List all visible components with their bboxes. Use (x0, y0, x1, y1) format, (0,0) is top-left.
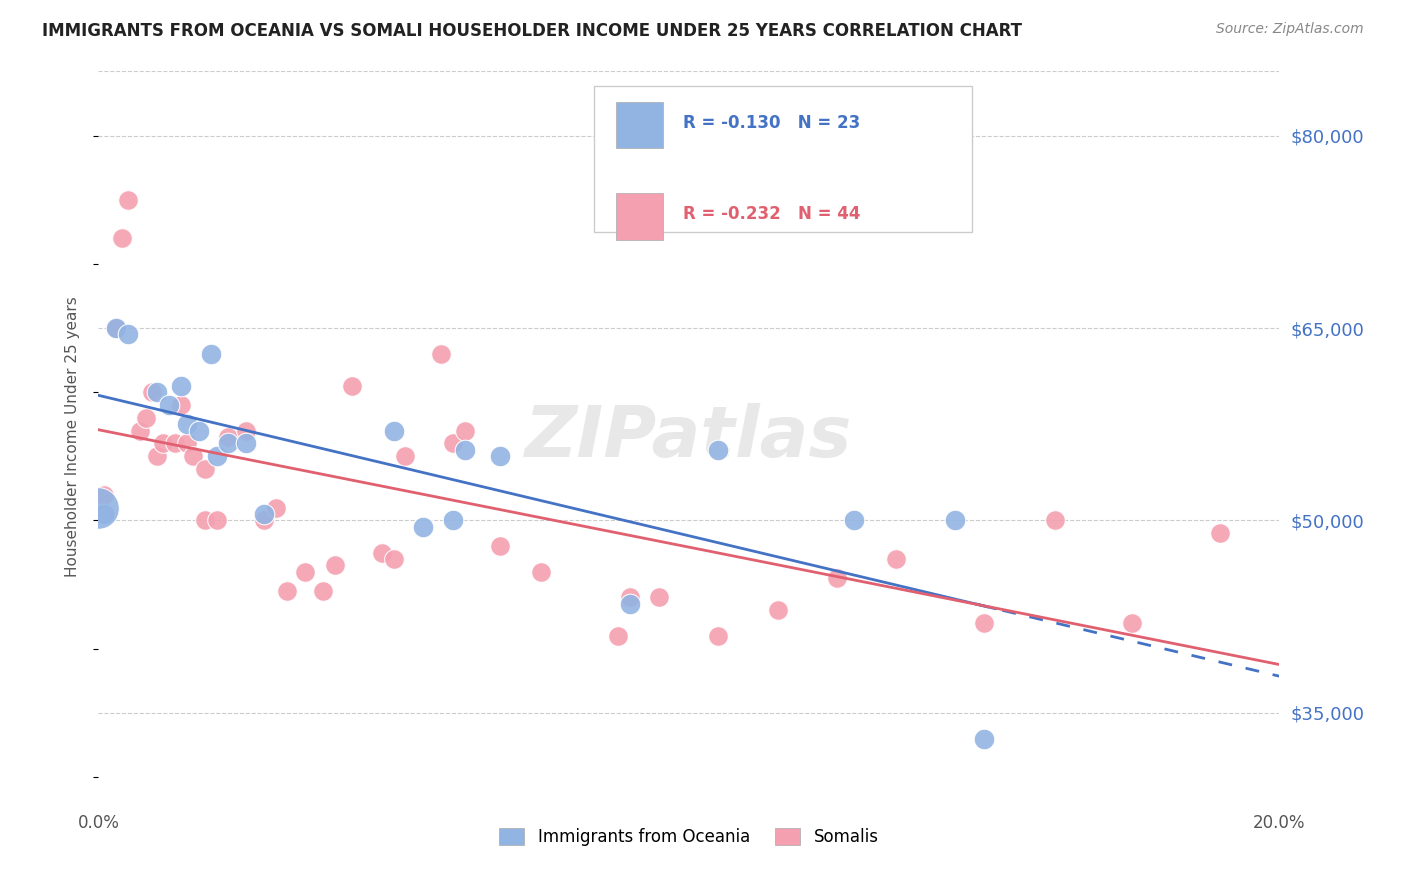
Bar (616, 193, 664, 240)
Point (1121, 616, 1143, 631)
Point (619, 597, 641, 611)
Point (187, 424, 209, 438)
Point (93, 507, 115, 521)
Point (176, 436, 198, 450)
Point (707, 629, 730, 643)
FancyBboxPatch shape (595, 86, 973, 232)
Point (607, 629, 630, 643)
Point (235, 424, 257, 438)
Point (312, 584, 335, 599)
Point (342, 378, 364, 392)
Point (412, 520, 434, 534)
Point (105, 321, 128, 335)
Point (973, 616, 995, 631)
Point (217, 430, 239, 444)
Point (170, 398, 193, 412)
Point (453, 442, 475, 457)
Y-axis label: Householder Income Under 25 years: Householder Income Under 25 years (65, 297, 80, 577)
Point (648, 591, 671, 605)
Point (382, 552, 405, 566)
Point (253, 514, 276, 528)
Point (430, 346, 453, 360)
Point (884, 552, 907, 566)
Point (157, 398, 180, 412)
Point (441, 514, 464, 528)
Point (176, 417, 198, 432)
Text: Source: ZipAtlas.com: Source: ZipAtlas.com (1216, 22, 1364, 37)
Point (489, 450, 512, 464)
Point (1209, 526, 1232, 541)
Legend: Immigrants from Oceania, Somalis: Immigrants from Oceania, Somalis (494, 822, 884, 853)
Point (128, 424, 150, 438)
Point (382, 424, 405, 438)
Point (165, 436, 187, 450)
Point (323, 558, 346, 573)
Point (943, 514, 966, 528)
Text: IMMIGRANTS FROM OCEANIA VS SOMALI HOUSEHOLDER INCOME UNDER 25 YEARS CORRELATION : IMMIGRANTS FROM OCEANIA VS SOMALI HOUSEH… (42, 22, 1022, 40)
Point (170, 378, 193, 392)
Point (141, 385, 163, 400)
Point (194, 462, 217, 476)
Point (205, 450, 228, 464)
Point (205, 514, 228, 528)
Point (117, 327, 139, 342)
Point (117, 193, 139, 207)
Point (93, 488, 115, 502)
Text: ZIPatlas: ZIPatlas (526, 402, 852, 472)
Point (441, 436, 464, 450)
Point (276, 584, 298, 599)
Point (194, 514, 217, 528)
Point (825, 571, 848, 585)
Point (530, 565, 553, 579)
Point (453, 424, 475, 438)
Point (200, 346, 222, 360)
Point (844, 514, 866, 528)
Text: R = -0.130   N = 23: R = -0.130 N = 23 (683, 113, 860, 131)
Point (181, 450, 204, 464)
Point (766, 603, 789, 617)
Point (294, 565, 316, 579)
Point (394, 450, 416, 464)
Point (146, 385, 169, 400)
Point (1043, 514, 1066, 528)
Point (235, 436, 257, 450)
Point (87, 500, 110, 515)
Point (105, 321, 128, 335)
Text: R = -0.232   N = 44: R = -0.232 N = 44 (683, 205, 860, 223)
Point (217, 436, 239, 450)
Point (111, 231, 134, 245)
Point (264, 500, 287, 515)
Point (152, 436, 174, 450)
Point (489, 539, 512, 553)
Point (135, 410, 157, 425)
Point (707, 442, 730, 457)
Bar (616, 102, 664, 148)
Point (619, 591, 641, 605)
Point (146, 450, 169, 464)
Point (253, 507, 276, 521)
Point (371, 545, 394, 559)
Point (973, 731, 995, 746)
